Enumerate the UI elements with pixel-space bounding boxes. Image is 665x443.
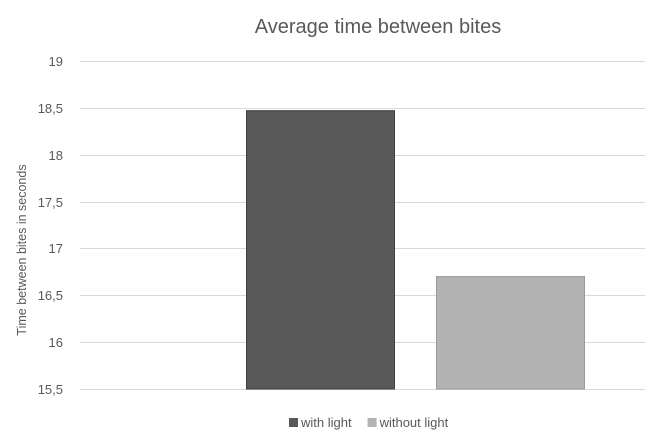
bars [246, 110, 585, 390]
y-tick-label: 17,5 [38, 195, 63, 210]
y-tick-label: 18,5 [38, 101, 63, 116]
y-tick-label: 17 [49, 241, 63, 256]
y-tick-label: 18 [49, 148, 63, 163]
y-tick-label: 19 [49, 54, 63, 69]
y-axis-ticks: 15,5 16 16,5 17 17,5 18 18,5 19 [38, 54, 63, 397]
bar-without-light [436, 276, 585, 390]
y-tick-label: 16,5 [38, 288, 63, 303]
y-axis-label: Time between bites in seconds [15, 164, 29, 335]
legend-label: without light [379, 415, 449, 430]
chart-title: Average time between bites [255, 16, 501, 38]
legend-label: with light [300, 415, 352, 430]
y-tick-label: 15,5 [38, 382, 63, 397]
y-tick-label: 16 [49, 335, 63, 350]
legend-swatch [367, 418, 377, 427]
legend-swatch [289, 418, 298, 427]
bar-with-light [246, 110, 395, 390]
legend: with light without light [289, 415, 449, 430]
